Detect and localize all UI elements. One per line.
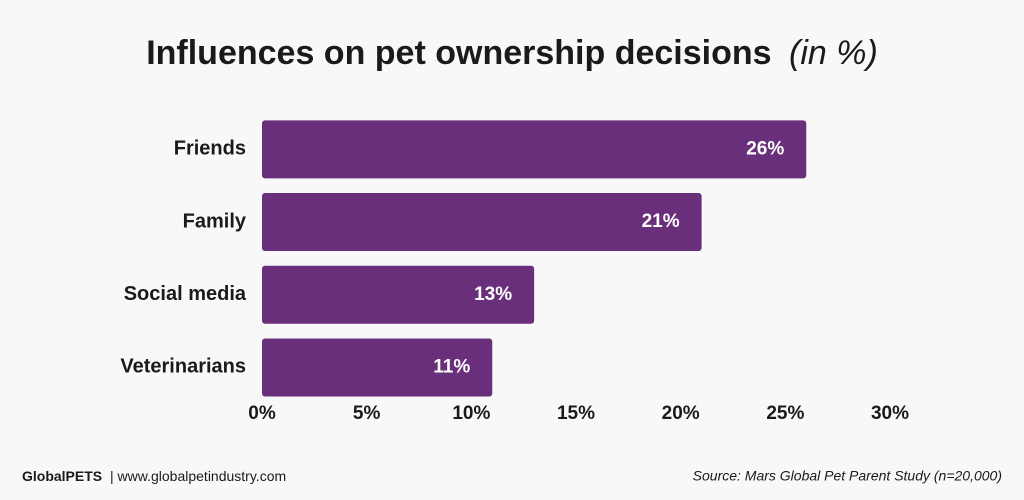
y-tick-label: Veterinarians bbox=[120, 356, 246, 378]
y-tick-label: Friends bbox=[174, 138, 246, 160]
x-tick-label: 15% bbox=[557, 403, 595, 424]
value-label: 13% bbox=[474, 284, 512, 305]
x-tick-label: 0% bbox=[248, 403, 276, 424]
bar bbox=[262, 265, 535, 324]
value-label: 21% bbox=[642, 211, 680, 232]
bar bbox=[262, 120, 807, 179]
title-unit: (in %) bbox=[789, 34, 878, 72]
x-tick-label: 20% bbox=[662, 403, 700, 424]
brand: GlobalPETS bbox=[22, 468, 102, 484]
bar bbox=[262, 193, 702, 252]
x-tick-label: 10% bbox=[452, 403, 490, 424]
y-tick-label: Family bbox=[183, 210, 247, 232]
website: | www.globalpetindustry.com bbox=[110, 468, 286, 484]
x-tick-label: 25% bbox=[766, 403, 804, 424]
title-main: Influences on pet ownership decisions bbox=[146, 34, 771, 72]
chart-title: Influences on pet ownership decisions (i… bbox=[146, 34, 878, 72]
x-tick-label: 30% bbox=[871, 403, 909, 424]
bar bbox=[262, 338, 493, 397]
x-tick-label: 5% bbox=[353, 403, 381, 424]
footer-credit: GlobalPETS | www.globalpetindustry.com bbox=[22, 468, 286, 484]
value-label: 26% bbox=[746, 138, 784, 159]
source: Source: Mars Global Pet Parent Study (n=… bbox=[693, 468, 1002, 484]
y-tick-label: Social media bbox=[124, 283, 247, 305]
value-label: 11% bbox=[433, 356, 470, 377]
